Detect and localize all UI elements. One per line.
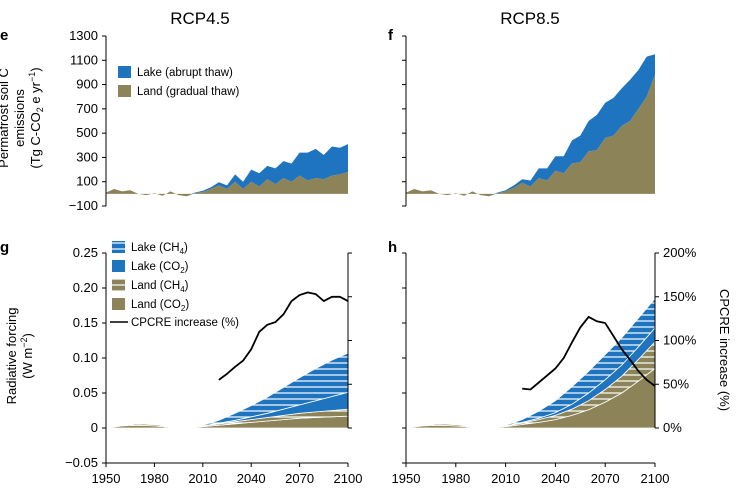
line-cpcre-increase-g <box>218 291 349 381</box>
legend-label-land: Land (gradual thaw) <box>137 86 239 98</box>
y-tick-label-g: 0.05 <box>73 385 98 400</box>
area-lake-abrupt-thaw-f <box>406 54 655 197</box>
panel-f-title: RCP8.5 <box>500 9 560 28</box>
panel-g-ylabel: Radiative forcing(W m−2) <box>4 308 35 405</box>
x-tick-label-g: 1950 <box>92 471 121 486</box>
y-right-tick-label-h: 150% <box>663 289 697 304</box>
chart-layer: −100 100 300 500 700 900 1100 1300 −0.05 0 0.05 0.1… <box>65 28 697 486</box>
x-tick-label-g: 2070 <box>285 471 314 486</box>
area-land-gradual-thaw-f <box>406 74 655 197</box>
y-tick-label-g: 0.15 <box>73 315 98 330</box>
x-tick-label-g: 2040 <box>237 471 266 486</box>
y-tick-label-e: 100 <box>76 174 98 189</box>
y-right-tick-label-h: 0% <box>663 420 682 435</box>
y-tick-label-e: 500 <box>76 125 98 140</box>
y-tick-label-e: 1300 <box>69 28 98 43</box>
y-tick-label-g: −0.05 <box>65 455 98 470</box>
panel-label-f: f <box>388 27 394 44</box>
legend-label-land-co2: Land (CO2) <box>131 299 189 313</box>
y-tick-label-e: 900 <box>76 77 98 92</box>
y-right-tick-label-h: 50% <box>663 376 689 391</box>
x-tick-label-h: 2100 <box>641 471 670 486</box>
y-tick-label-g: 0.10 <box>73 350 98 365</box>
y-tick-label-e: 700 <box>76 101 98 116</box>
x-tick-label-h: 1950 <box>392 471 421 486</box>
x-tick-label-g: 1980 <box>140 471 169 486</box>
y-tick-label-e: −100 <box>69 198 98 213</box>
x-tick-label-g: 2010 <box>188 471 217 486</box>
y-tick-label-e: 1100 <box>70 52 98 67</box>
x-tick-label-h: 2040 <box>541 471 570 486</box>
panel-e-title: RCP4.5 <box>170 9 230 28</box>
panel-label-g: g <box>0 239 9 256</box>
y-tick-label-g: 0.25 <box>73 245 98 260</box>
panel-label-e: e <box>0 27 8 44</box>
y-tick-label-e: 300 <box>76 149 98 164</box>
panel-e-ylabel: Permafrost soil Cemissions(Tg C-CO2 e yr… <box>0 67 45 168</box>
x-tick-label-h: 2010 <box>491 471 520 486</box>
legend-label-lake-ch4: Lake (CH4) <box>131 242 188 256</box>
y-right-tick-label-h: 200% <box>663 245 697 260</box>
x-tick-label-h: 1980 <box>441 471 470 486</box>
area-land-gradual-thaw-e <box>106 172 348 197</box>
legend-swatch-land-ch4 <box>112 279 125 291</box>
legend-e: Lake (abrupt thaw) Land (gradual thaw) <box>118 66 239 98</box>
legend-swatch-land <box>118 85 131 97</box>
legend-label-lake: Lake (abrupt thaw) <box>137 67 233 79</box>
line-cpcre-increase-h <box>522 315 656 391</box>
x-tick-label-g: 2100 <box>334 471 363 486</box>
panel-label-h: h <box>388 239 397 256</box>
y-right-tick-label-h: 100% <box>663 333 697 348</box>
y-tick-label-g: 0 <box>91 420 98 435</box>
x-tick-label-h: 2070 <box>591 471 620 486</box>
legend-g: Lake (CH4) Lake (CO2) Land (CH4) Land (C… <box>110 241 239 329</box>
legend-swatch-lake-ch4 <box>112 241 125 253</box>
legend-swatch-land-co2 <box>112 298 125 310</box>
panel-h-ylabel-right: CPCRE increase (%) <box>717 289 732 411</box>
y-tick-label-g: 0.20 <box>73 280 98 295</box>
area-lake-abrupt-thaw-e <box>106 144 348 197</box>
legend-swatch-lake-co2 <box>112 260 125 272</box>
legend-label-lake-co2: Lake (CO2) <box>131 261 189 275</box>
legend-label-land-ch4: Land (CH4) <box>131 280 189 294</box>
legend-swatch-lake <box>118 66 131 78</box>
legend-label-cpcre: CPCRE increase (%) <box>131 317 239 329</box>
